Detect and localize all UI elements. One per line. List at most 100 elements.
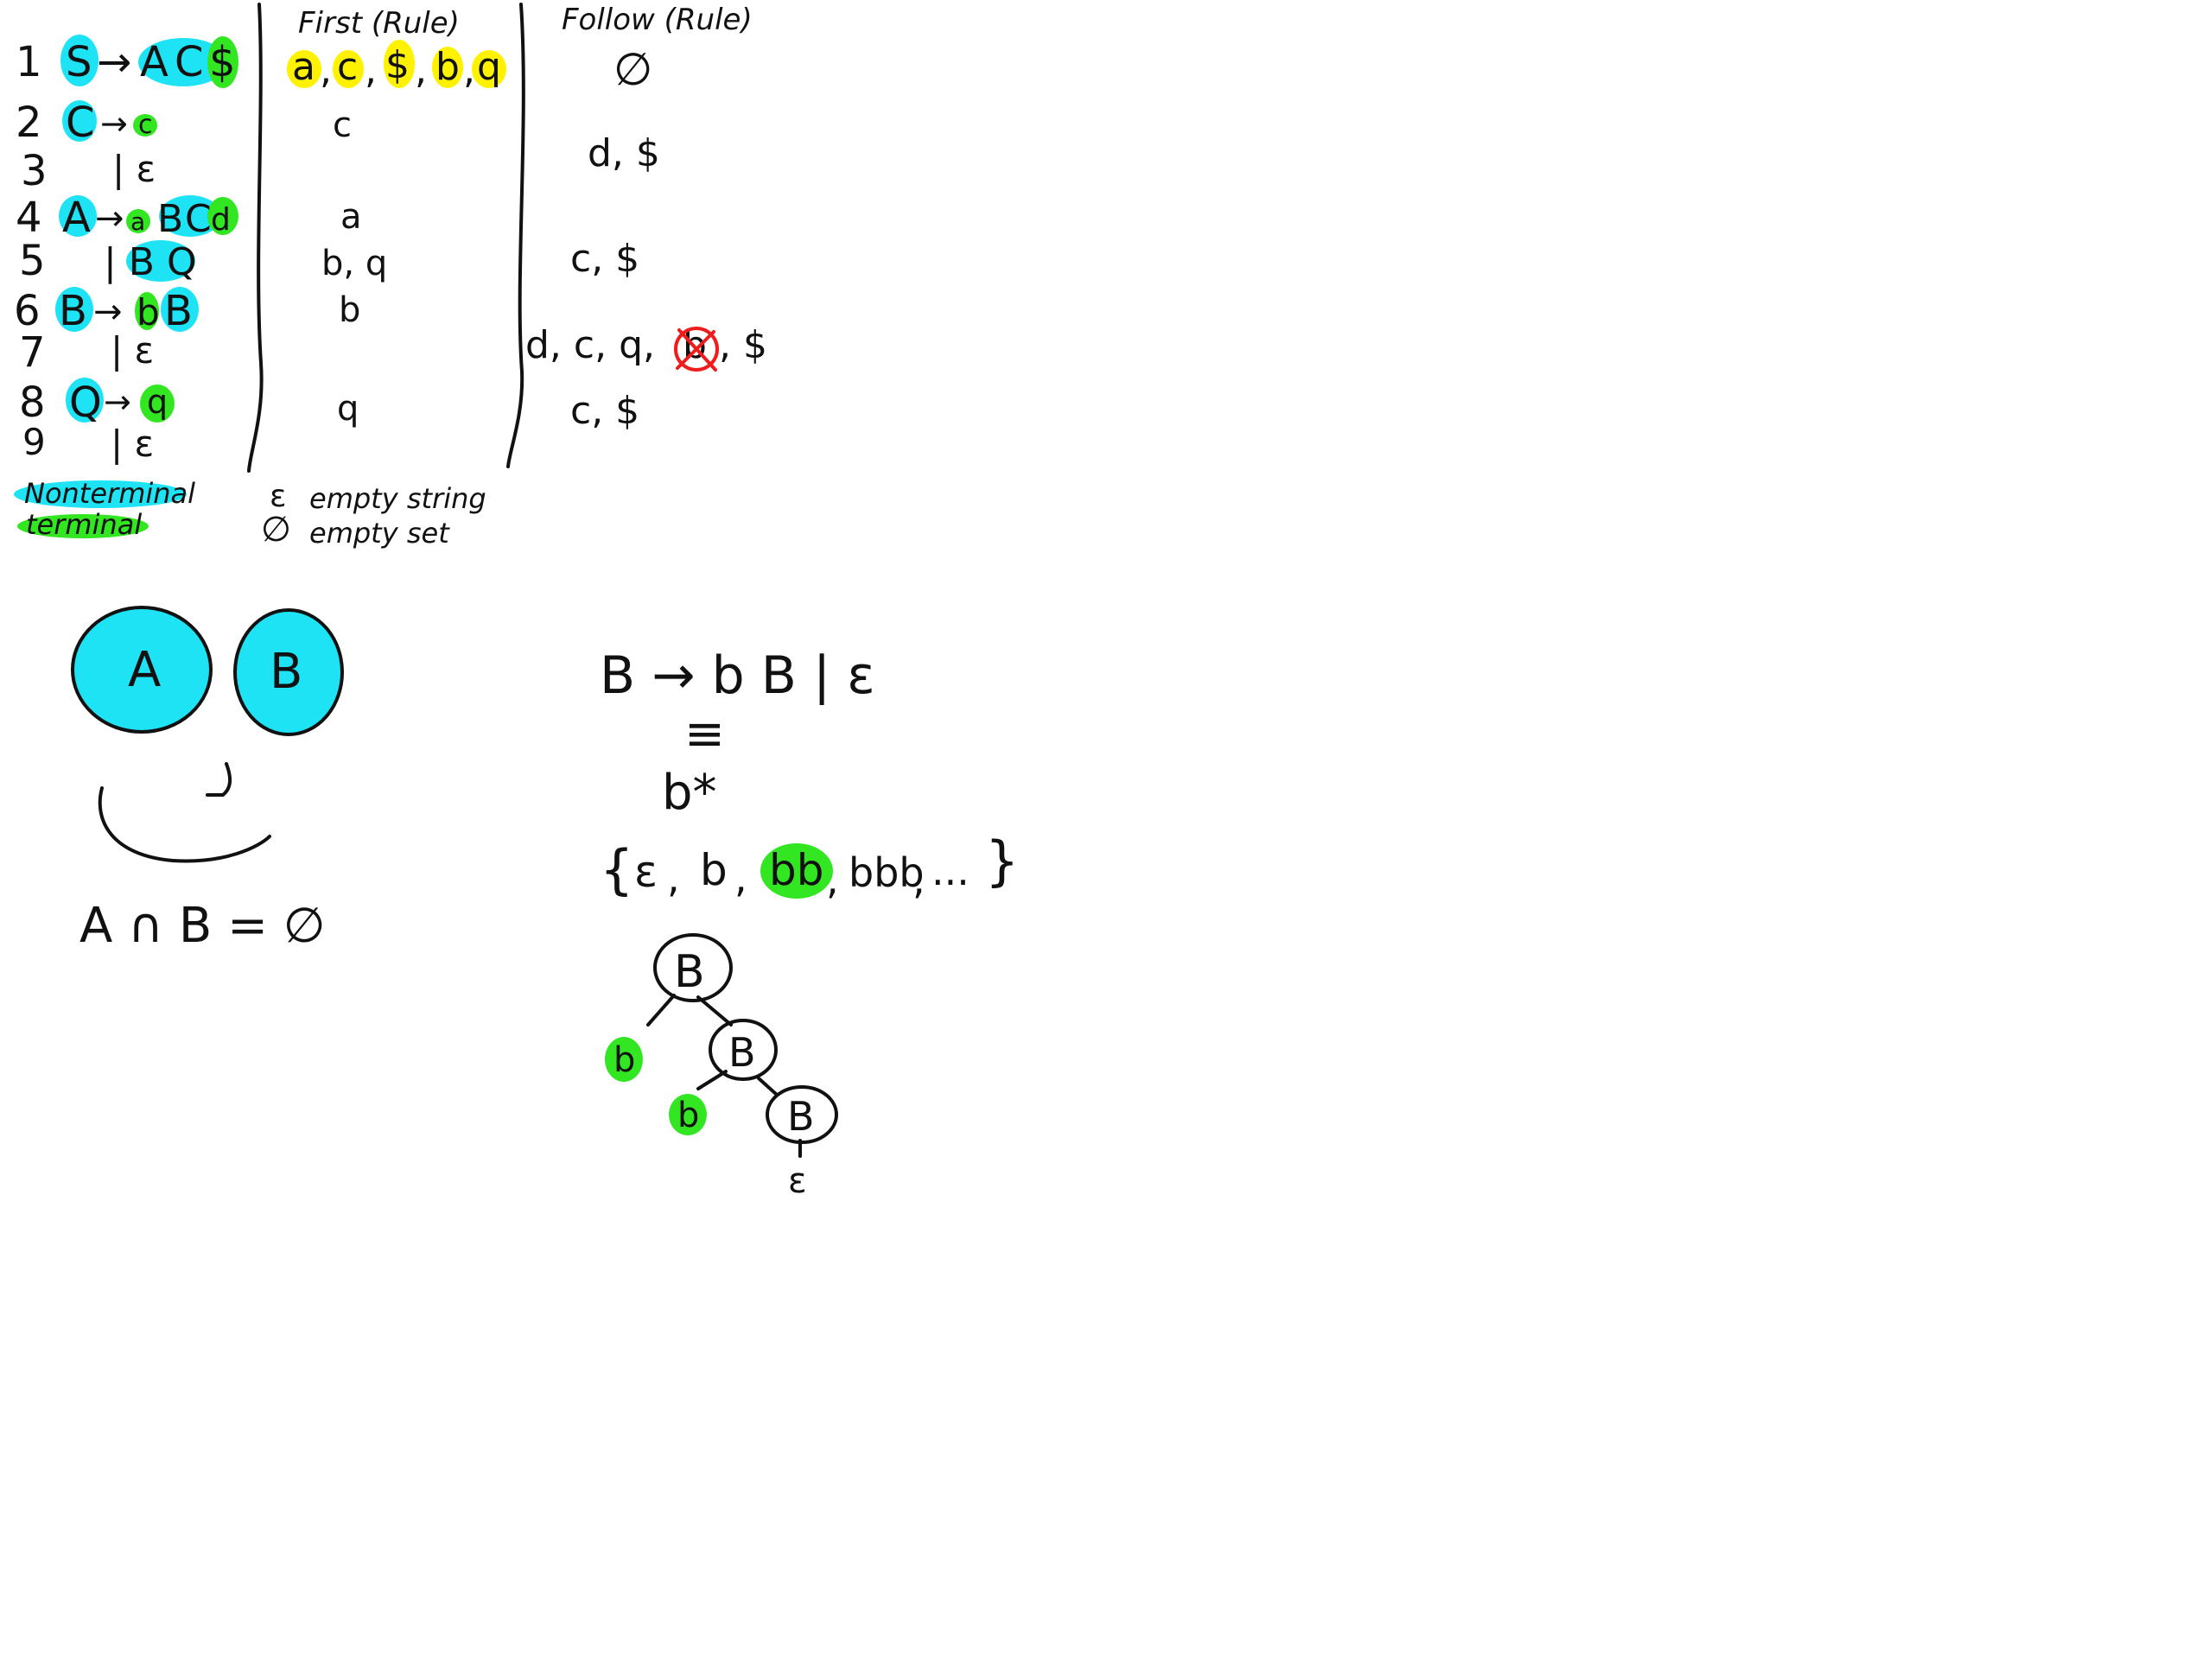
- rule-alternative: | ε: [112, 148, 156, 190]
- legend: Nonterminal terminal ε empty string ∅ em…: [14, 477, 486, 550]
- rule-number: 8: [19, 378, 46, 427]
- legend-emptyset-symbol: ∅: [261, 510, 291, 550]
- tree-edge: [646, 994, 676, 1027]
- tree-node-circle: [709, 1019, 778, 1081]
- tree-node-circle: [653, 933, 733, 1002]
- divider-follow: [506, 3, 525, 468]
- first-symbol: q: [477, 45, 501, 89]
- first-symbol: c: [337, 45, 358, 89]
- svg-text:,: ,: [667, 855, 680, 901]
- rule-rhs-symbol: C: [185, 197, 212, 241]
- grammar-highlights: [55, 35, 238, 423]
- venn-equation: A ∩ B = ∅: [79, 898, 326, 954]
- rule-number: 5: [19, 237, 46, 285]
- set-commas: , , , ,: [667, 855, 925, 903]
- rule-8: 8 Q → q: [19, 378, 168, 427]
- legend-epsilon-symbol: ε: [270, 479, 286, 514]
- leaf-highlight: [605, 1037, 643, 1082]
- tree-leaf: b: [613, 1040, 635, 1080]
- parse-tree: B B B b b ε: [605, 933, 838, 1201]
- set-item: b: [700, 845, 728, 895]
- rule-5: 5 | B Q: [19, 237, 197, 285]
- derivation-regex: b*: [662, 765, 717, 821]
- rule-alternative: | B Q: [104, 240, 197, 284]
- svg-text:,: ,: [734, 855, 747, 901]
- tree-edge: [696, 995, 733, 1027]
- tree-node-label: B: [674, 946, 705, 998]
- first-symbol: b: [435, 45, 460, 89]
- svg-text:,: ,: [826, 856, 839, 903]
- first-separator: ,: [463, 48, 475, 92]
- first-column: a , c , $ , b , q c a b, q b q: [287, 40, 506, 429]
- rule-3: 3 | ε: [21, 147, 156, 195]
- legend-epsilon-desc: empty string: [309, 482, 486, 515]
- set-brace-open: {: [600, 838, 633, 901]
- follow-row-8: c, $: [570, 389, 639, 433]
- rule-rhs-symbol: b: [137, 291, 160, 334]
- grammar: 1 S → A C $ 2 C → c 3 | ε 4 A → a B C d: [14, 38, 236, 465]
- follow-row-1: ∅: [613, 44, 652, 96]
- follow-row-2: d, $: [588, 131, 660, 175]
- header-first: First (Rule): [298, 6, 460, 41]
- rule-rhs-symbol: d: [211, 202, 231, 238]
- first-row-5: b, q: [321, 244, 387, 283]
- tree-edge: [757, 1077, 778, 1096]
- legend-emptyset-desc: empty set: [309, 517, 450, 550]
- rule-4: 4 A → a B C d: [16, 194, 231, 242]
- rule-rhs-symbol: B: [164, 287, 193, 335]
- derivation-equiv: ≡: [684, 706, 725, 762]
- rule-7: 7 | ε: [19, 328, 154, 377]
- rule-arrow: →: [95, 199, 124, 238]
- rule-number: 3: [21, 147, 48, 195]
- rule-rhs-symbol: C: [175, 38, 204, 86]
- rule-arrow: →: [100, 105, 128, 143]
- rule-arrow: →: [104, 383, 131, 421]
- rule-number: 7: [19, 328, 46, 377]
- tree-node-label: B: [728, 1029, 756, 1076]
- legend-terminal: terminal: [26, 508, 142, 541]
- set-a-circle: [71, 606, 213, 734]
- rule-lhs: S: [66, 38, 92, 86]
- rule-rhs-symbol: a: [130, 207, 145, 236]
- strike-mark: [674, 327, 719, 372]
- rule-lhs: A: [62, 194, 91, 242]
- derivation-rule: B → b B | ε: [600, 645, 875, 706]
- rule-2: 2 C → c: [16, 99, 153, 147]
- rule-arrow: →: [97, 38, 131, 86]
- set-a-label: A: [128, 642, 161, 698]
- tree-leaf: b: [677, 1096, 699, 1135]
- follow-row-6: d, c, q, b , $: [525, 323, 767, 372]
- rule-lhs: C: [66, 99, 95, 147]
- smile-eye: [206, 762, 232, 797]
- set-b-circle: [233, 608, 344, 736]
- first-separator: ,: [320, 48, 332, 92]
- first-separator: ,: [415, 48, 427, 92]
- rule-alternative: | ε: [111, 329, 154, 372]
- first-highlights: [287, 40, 506, 88]
- follow-row-4: c, $: [570, 237, 639, 281]
- first-row-8: q: [337, 389, 359, 429]
- rule-rhs-symbol: $: [209, 38, 236, 86]
- first-row-4: a: [340, 197, 362, 237]
- rule-arrow: →: [93, 292, 123, 332]
- rule-rhs-symbol: c: [138, 110, 153, 140]
- tree-node-label: B: [787, 1093, 815, 1140]
- rule-number: 9: [22, 421, 46, 463]
- venn-diagram: A B A ∩ B = ∅: [71, 606, 344, 954]
- first-separator: ,: [365, 48, 377, 92]
- first-row-1: a , c , $ , b , q: [292, 43, 501, 92]
- header-follow: Follow (Rule): [562, 3, 753, 37]
- rule-lhs: B: [59, 287, 87, 335]
- rule-number: 6: [14, 287, 41, 335]
- rule-number: 2: [16, 99, 42, 147]
- rule-6: 6 B → b B: [14, 287, 193, 335]
- set-item: bbb: [849, 849, 925, 896]
- tree-node-circle: [766, 1085, 838, 1144]
- follow-row-6-suffix: , $: [719, 323, 767, 367]
- rule-9: 9 | ε: [22, 421, 154, 465]
- rule-lhs: Q: [69, 378, 102, 427]
- first-row-2: c: [333, 105, 352, 145]
- svg-text:,: ,: [912, 856, 925, 903]
- first-symbol: a: [292, 45, 315, 89]
